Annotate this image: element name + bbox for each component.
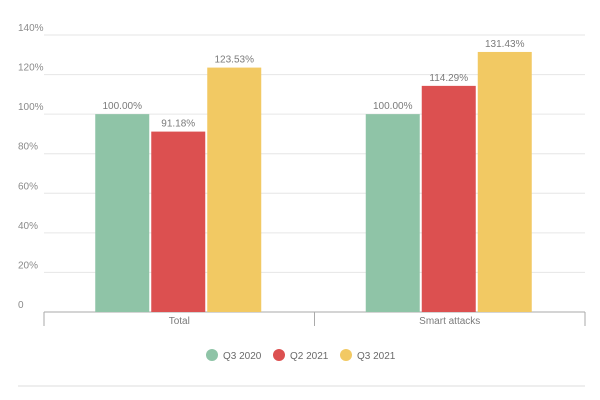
data-label: 114.29% <box>429 73 468 84</box>
legend-label: Q2 2021 <box>290 351 329 362</box>
bar <box>421 85 476 312</box>
y-tick-label: 100% <box>18 102 44 113</box>
legend-label: Q3 2020 <box>223 351 262 362</box>
y-tick-label: 0 <box>18 300 24 311</box>
y-tick-label: 20% <box>18 260 38 271</box>
data-label: 123.53% <box>215 55 255 66</box>
legend-marker <box>273 349 285 361</box>
x-tick-label: Smart attacks <box>419 316 480 327</box>
y-tick-label: 120% <box>18 63 44 74</box>
y-tick-label: 80% <box>18 142 38 153</box>
bar <box>151 131 206 312</box>
legend-label: Q3 2021 <box>357 351 396 362</box>
data-label: 100.00% <box>373 101 413 112</box>
legend-marker <box>340 349 352 361</box>
y-tick-label: 140% <box>18 23 44 34</box>
y-tick-label: 40% <box>18 221 38 232</box>
bar <box>365 114 420 313</box>
legend-marker <box>206 349 218 361</box>
bar <box>95 114 150 313</box>
bar <box>207 67 262 313</box>
data-label: 100.00% <box>103 101 143 112</box>
data-label: 131.43% <box>485 39 525 50</box>
bar <box>477 51 532 312</box>
y-tick-label: 60% <box>18 181 38 192</box>
data-label: 91.18% <box>161 119 195 130</box>
x-tick-label: Total <box>169 316 190 327</box>
